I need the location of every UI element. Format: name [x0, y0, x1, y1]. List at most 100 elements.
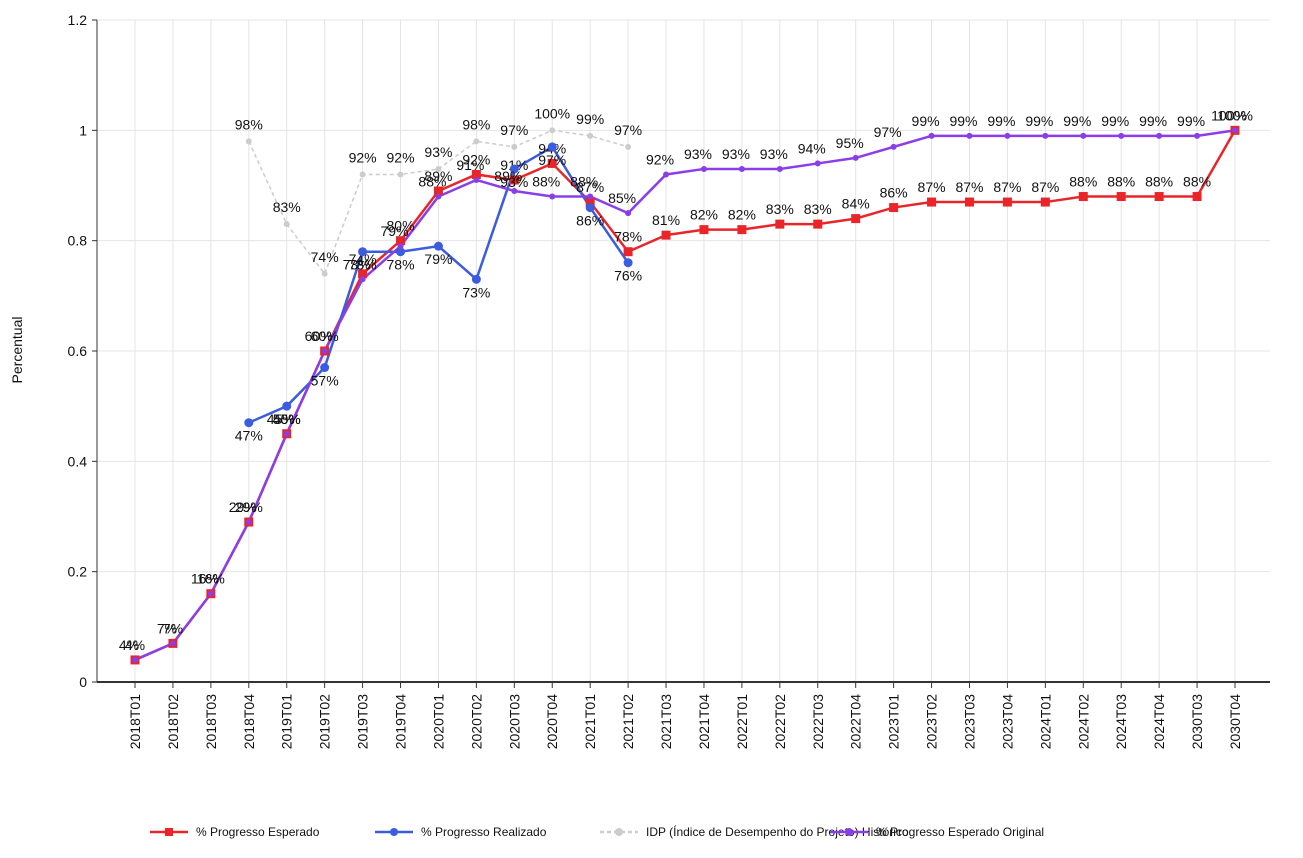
- data-label: 100%: [534, 105, 570, 121]
- x-tick-label: 2019T01: [279, 694, 295, 749]
- data-label: 100%: [1217, 107, 1253, 123]
- data-label: 45%: [273, 411, 301, 427]
- point: [1040, 197, 1050, 207]
- point: [625, 210, 632, 217]
- legend-item: IDP (Índice de Desempenho do Projeto) Hi…: [600, 824, 909, 839]
- data-label: 99%: [1101, 113, 1129, 129]
- point: [738, 165, 745, 172]
- data-label: 74%: [311, 249, 339, 265]
- point: [966, 132, 973, 139]
- legend-item: % Progresso Realizado: [375, 825, 547, 839]
- point: [1118, 132, 1125, 139]
- data-label: 99%: [576, 111, 604, 127]
- data-label: 29%: [229, 499, 257, 515]
- data-label: 88%: [1069, 174, 1097, 190]
- x-tick-label: 2024T04: [1151, 694, 1167, 749]
- point: [775, 219, 785, 229]
- data-label: 84%: [842, 196, 870, 212]
- point: [587, 193, 594, 200]
- y-tick-label: 0.8: [68, 233, 88, 249]
- data-label: 45%: [267, 411, 295, 427]
- point: [625, 143, 632, 150]
- data-label: 83%: [804, 201, 832, 217]
- y-tick-label: 1: [79, 122, 87, 138]
- data-label: 97%: [500, 122, 528, 138]
- data-label: 85%: [608, 190, 636, 206]
- data-label: 60%: [305, 328, 333, 344]
- point: [1004, 132, 1011, 139]
- data-label: 16%: [191, 571, 219, 587]
- x-tick-label: 2023T04: [999, 694, 1015, 749]
- data-label: 97%: [538, 152, 566, 168]
- x-tick-label: 2020T01: [430, 694, 446, 749]
- data-label: 74%: [349, 251, 377, 267]
- data-label: 88%: [570, 174, 598, 190]
- point: [776, 165, 783, 172]
- data-label: 80%: [387, 218, 415, 234]
- x-tick-label: 2023T02: [924, 694, 940, 749]
- data-label: 89%: [494, 168, 522, 184]
- point: [1002, 197, 1012, 207]
- x-tick-label: 2019T03: [355, 694, 371, 749]
- data-label: 99%: [1177, 113, 1205, 129]
- data-label: 99%: [987, 113, 1015, 129]
- point: [661, 230, 671, 240]
- data-label: 99%: [912, 113, 940, 129]
- point: [471, 169, 481, 179]
- data-label: 29%: [235, 499, 263, 515]
- data-label: 78%: [387, 257, 415, 273]
- x-tick-label: 2020T04: [544, 694, 560, 749]
- x-tick-label: 2020T03: [506, 694, 522, 749]
- data-label: 82%: [690, 207, 718, 223]
- x-tick-label: 2019T02: [317, 694, 333, 749]
- point: [245, 519, 252, 526]
- x-tick-label: 2018T01: [127, 694, 143, 749]
- point: [509, 164, 519, 174]
- point: [433, 241, 443, 251]
- data-label: 16%: [197, 571, 225, 587]
- data-label: 7%: [163, 620, 183, 636]
- x-tick-label: 2022T02: [772, 694, 788, 749]
- data-label: 87%: [918, 179, 946, 195]
- point: [852, 154, 859, 161]
- data-label: 93%: [722, 146, 750, 162]
- data-label: 98%: [235, 116, 263, 132]
- data-label: 78%: [614, 229, 642, 245]
- data-label: 97%: [874, 124, 902, 140]
- point: [623, 247, 633, 257]
- data-label: 89%: [424, 168, 452, 184]
- y-axis-title: Percentual: [9, 317, 25, 384]
- point: [397, 243, 404, 250]
- point: [1116, 192, 1126, 202]
- data-label: 88%: [532, 174, 560, 190]
- point: [132, 656, 138, 663]
- y-tick-label: 0: [79, 674, 87, 690]
- point: [663, 171, 670, 178]
- data-label: 60%: [311, 328, 339, 344]
- point: [813, 219, 823, 229]
- point: [1194, 132, 1201, 139]
- y-tick-label: 0.2: [68, 564, 88, 580]
- legend-marker: [390, 828, 398, 836]
- point: [585, 197, 595, 207]
- data-label: 98%: [462, 116, 490, 132]
- point: [587, 132, 594, 139]
- data-label: 99%: [1025, 113, 1053, 129]
- data-label: 87%: [955, 179, 983, 195]
- point: [359, 171, 366, 178]
- point: [511, 188, 518, 195]
- data-label: 100%: [1211, 107, 1247, 123]
- point: [927, 197, 937, 207]
- data-label: 93%: [500, 174, 528, 190]
- data-label: 73%: [343, 256, 371, 272]
- y-tick-label: 0.6: [68, 343, 88, 359]
- point: [245, 138, 252, 145]
- data-label: 79%: [424, 251, 452, 267]
- data-label: 92%: [462, 151, 490, 167]
- data-label: 93%: [424, 144, 452, 160]
- data-label: 87%: [576, 179, 604, 195]
- point: [585, 203, 595, 213]
- data-label: 73%: [462, 284, 490, 300]
- point: [1042, 132, 1049, 139]
- data-label: 7%: [157, 620, 177, 636]
